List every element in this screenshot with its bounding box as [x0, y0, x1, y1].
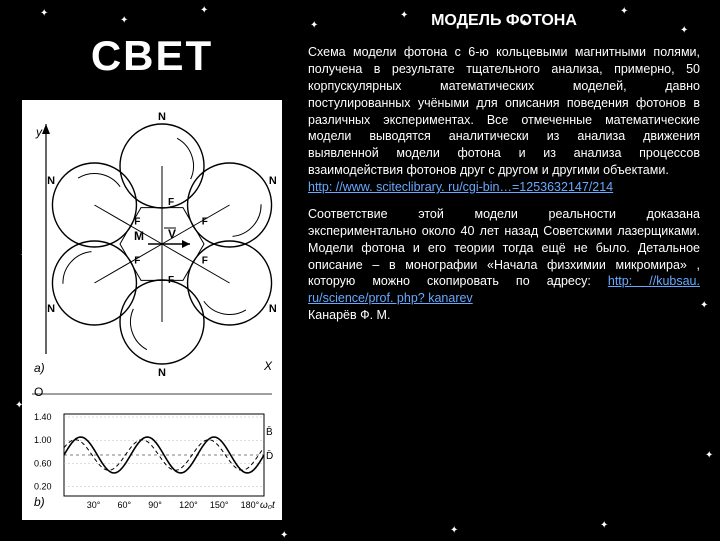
svg-text:F: F	[168, 197, 174, 208]
svg-text:30°: 30°	[87, 500, 101, 510]
main-title: СВЕТ	[91, 32, 213, 80]
svg-text:1.40: 1.40	[34, 412, 52, 422]
svg-text:V: V	[168, 227, 176, 241]
svg-text:D̄: D̄	[266, 449, 273, 462]
svg-text:N: N	[158, 111, 166, 123]
svg-text:150°: 150°	[210, 500, 229, 510]
svg-text:N: N	[269, 175, 276, 187]
svg-text:F: F	[134, 256, 140, 267]
svg-text:y: y	[35, 125, 43, 139]
svg-text:N: N	[158, 367, 166, 379]
svg-text:90°: 90°	[148, 500, 162, 510]
svg-text:180°: 180°	[241, 500, 260, 510]
svg-text:1.00: 1.00	[34, 435, 52, 445]
svg-text:ω₀t: ω₀t	[260, 500, 276, 511]
svg-text:F: F	[202, 256, 208, 267]
svg-text:F: F	[134, 217, 140, 228]
svg-text:a): a)	[34, 361, 45, 375]
link-1[interactable]: http: //www. sciteclibrary. ru/cgi-bin…=…	[308, 180, 613, 194]
svg-text:B̄: B̄	[266, 425, 273, 438]
svg-text:X: X	[263, 359, 273, 373]
svg-text:b): b)	[34, 495, 45, 509]
svg-text:0.20: 0.20	[34, 482, 52, 492]
svg-text:O: O	[34, 385, 43, 399]
photon-diagram: y a) O F N F N F N F N F N F N M V X 1.40 1.00 0.60 0.20 30° 60…	[22, 100, 282, 520]
svg-text:F: F	[202, 217, 208, 228]
svg-text:N: N	[269, 303, 276, 315]
paragraph-2: Соответствие этой модели реальности дока…	[308, 206, 700, 324]
svg-text:M: M	[134, 229, 144, 243]
svg-text:120°: 120°	[179, 500, 198, 510]
paragraph-1: Схема модели фотона с 6-ю кольцевыми маг…	[308, 44, 700, 196]
svg-text:F: F	[168, 275, 174, 286]
svg-text:N: N	[47, 175, 55, 187]
paragraph-1-text: Схема модели фотона с 6-ю кольцевыми маг…	[308, 45, 700, 177]
author: Канарёв Ф. М.	[308, 308, 390, 322]
svg-text:60°: 60°	[118, 500, 132, 510]
svg-text:N: N	[47, 303, 55, 315]
svg-text:0.60: 0.60	[34, 458, 52, 468]
sub-title: МОДЕЛЬ ФОТОНА	[308, 12, 700, 30]
